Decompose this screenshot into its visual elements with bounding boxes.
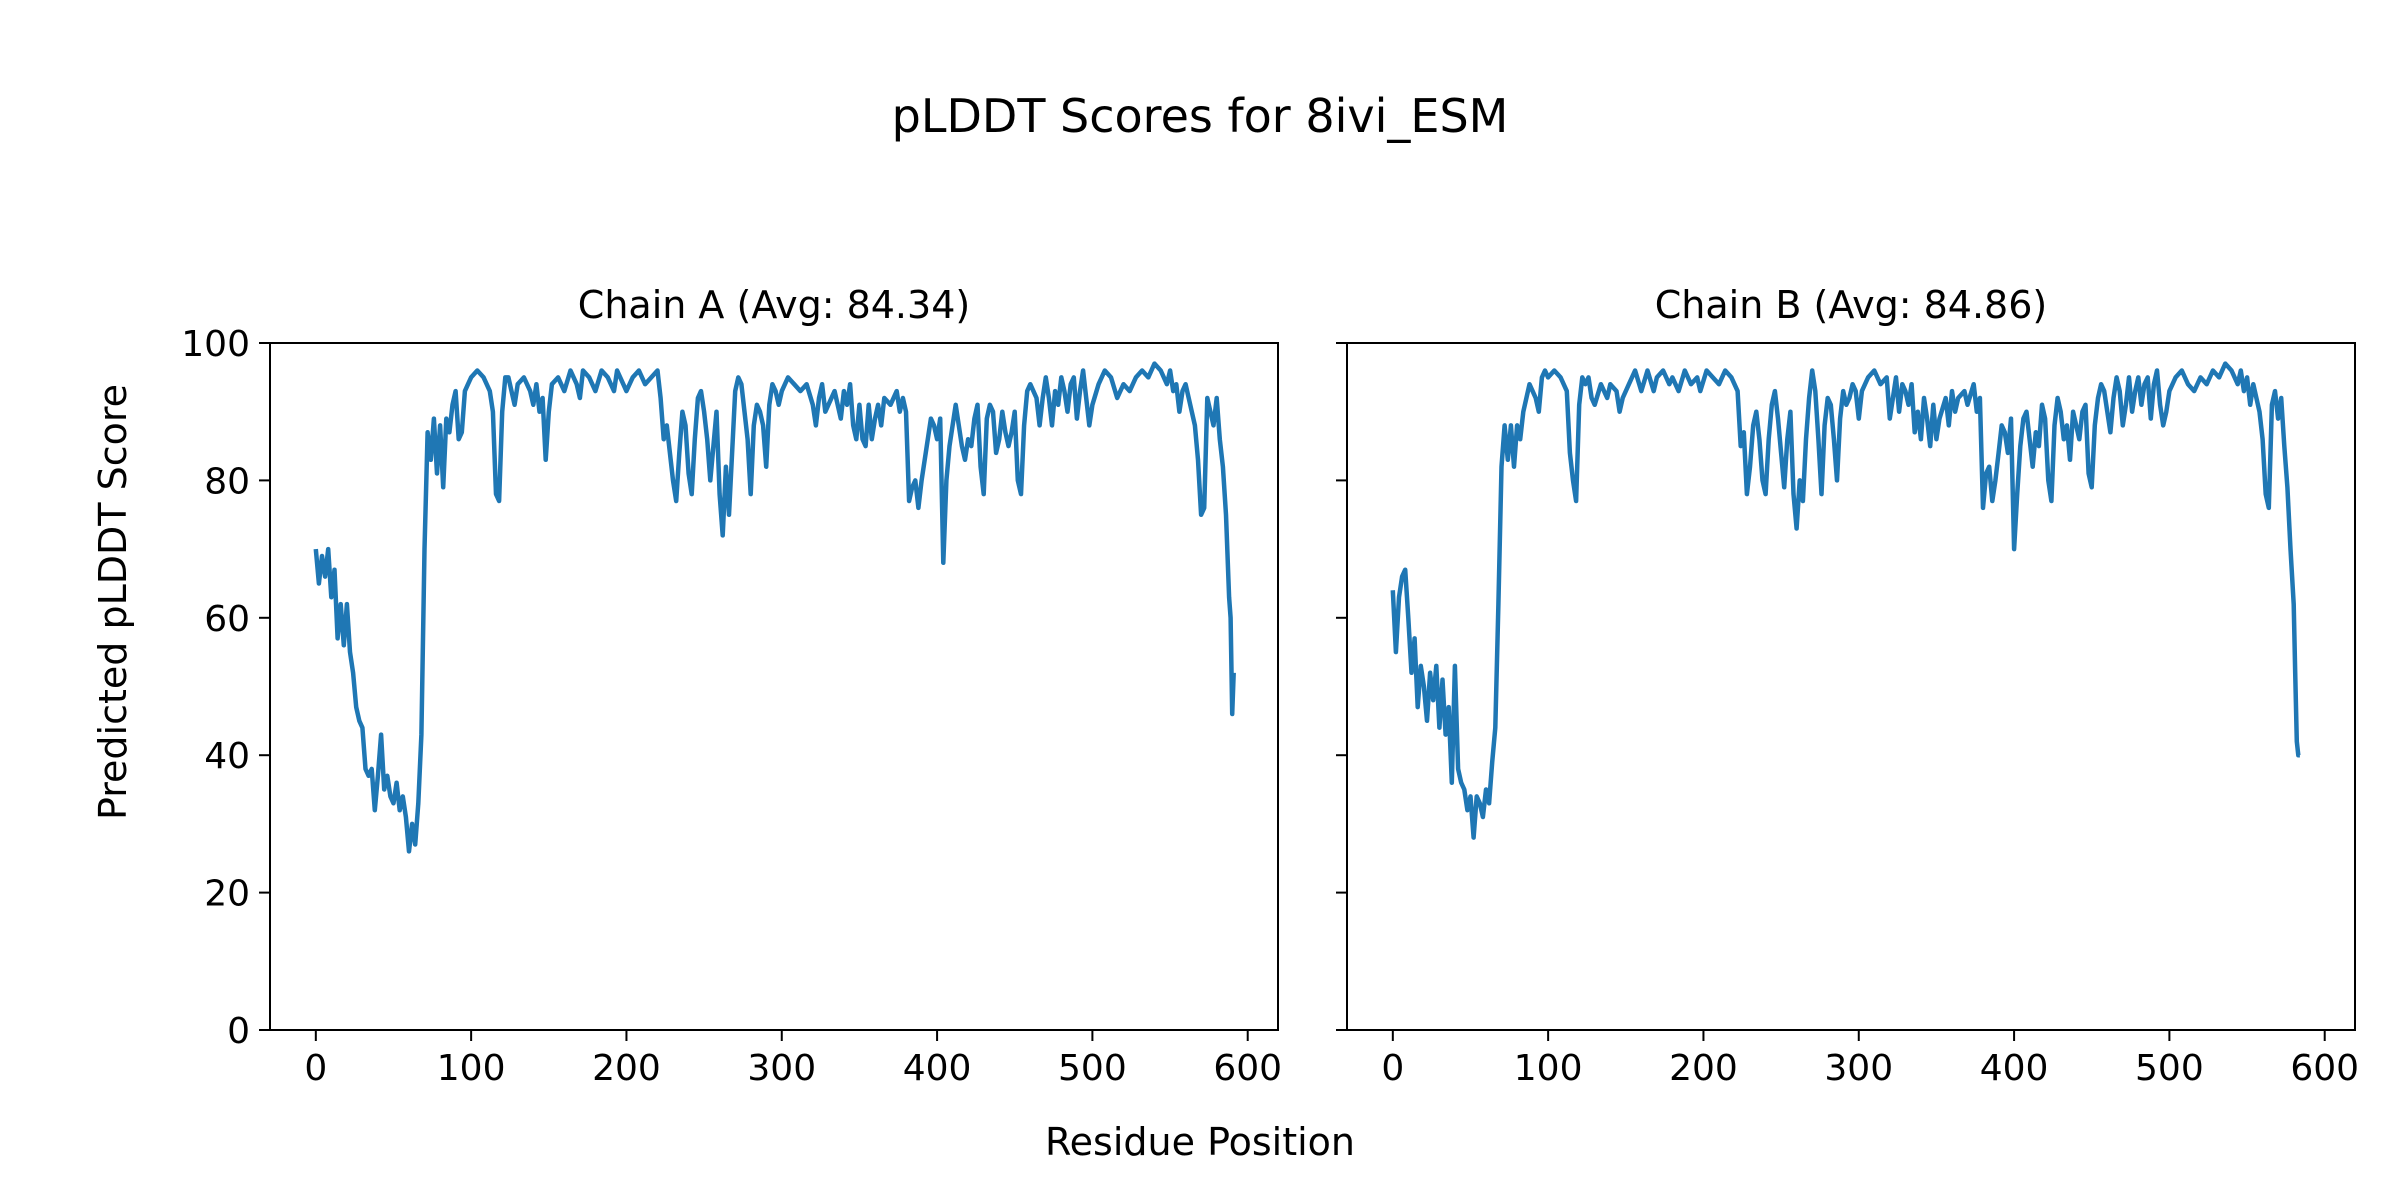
chain-b-plddt-line xyxy=(1390,361,2301,840)
chain-a-plddt-line xyxy=(313,361,1236,854)
chain-a-panel: Chain A (Avg: 84.34) 0 100 200 300 400 500 600 0… xyxy=(181,283,1282,1089)
chain-a-xtick-label: 500 xyxy=(1058,1048,1127,1089)
figure-ylabel: Predicted pLDDT Score xyxy=(91,384,135,820)
chain-a-ytick-label: 100 xyxy=(181,324,250,365)
chain-b-xtick-label: 100 xyxy=(1514,1048,1583,1089)
chain-a-xtick-label: 300 xyxy=(747,1048,816,1089)
chain-b-xtick-label: 500 xyxy=(2135,1048,2204,1089)
chain-b-panel: Chain B (Avg: 84.86) 0 100 200 300 400 500 600 xyxy=(1336,283,2359,1089)
chain-a-xtick-label: 0 xyxy=(304,1048,327,1089)
chain-a-ytick-label: 80 xyxy=(204,461,250,502)
chain-b-xtick-label: 200 xyxy=(1669,1048,1738,1089)
chain-a-ytick-label: 60 xyxy=(204,599,250,640)
chain-a-xtick-label: 200 xyxy=(592,1048,661,1089)
figure-suptitle: pLDDT Scores for 8ivi_ESM xyxy=(892,89,1509,143)
chain-a-ytick-label: 20 xyxy=(204,874,250,915)
chain-b-xtick-label: 0 xyxy=(1381,1048,1404,1089)
chain-a-ytick-label: 40 xyxy=(204,736,250,777)
chain-a-xtick-label: 400 xyxy=(903,1048,972,1089)
chain-b-xtick-label: 300 xyxy=(1824,1048,1893,1089)
chain-a-xtick-label: 600 xyxy=(1213,1048,1282,1089)
chain-b-axes-frame xyxy=(1346,342,2356,1031)
figure-xlabel: Residue Position xyxy=(1045,1120,1355,1164)
chain-b-xtick-label: 600 xyxy=(2290,1048,2359,1089)
chain-a-ytick-label: 0 xyxy=(227,1011,250,1052)
chain-b-xtick-label: 400 xyxy=(1980,1048,2049,1089)
chain-a-axes-frame xyxy=(269,342,1279,1031)
chain-b-title: Chain B (Avg: 84.86) xyxy=(1655,283,2047,327)
chain-a-xtick-label: 100 xyxy=(437,1048,506,1089)
chain-a-title: Chain A (Avg: 84.34) xyxy=(578,283,970,327)
